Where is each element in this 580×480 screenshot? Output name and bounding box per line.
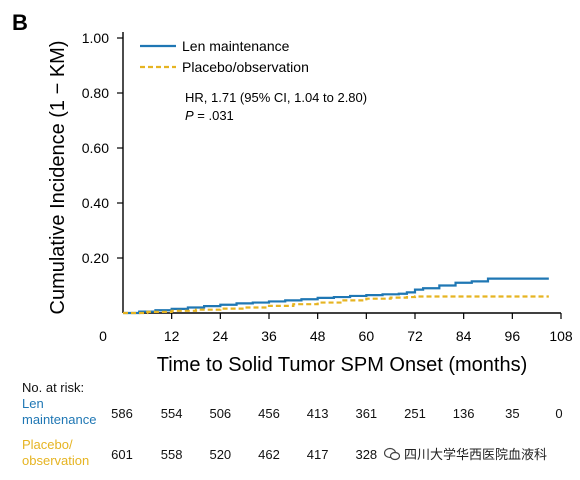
y-tick-label: 1.00 [82, 30, 109, 46]
x-tick-label: 12 [164, 328, 180, 344]
y-axis-title: Cumulative Incidence (1 − KM) [47, 40, 69, 314]
x-tick-label: 108 [549, 328, 573, 344]
at-risk-value: 251 [404, 406, 426, 421]
watermark-text: 四川大学华西医院血液科 [404, 447, 548, 462]
p-label: P [185, 108, 194, 123]
y-tick-label: 0.60 [82, 140, 109, 156]
hr-annotation: HR, 1.71 (95% CI, 1.04 to 2.80) [185, 90, 367, 105]
at-risk-value: 520 [209, 447, 232, 462]
y-tick-label: 0.80 [82, 85, 109, 101]
x-tick-label: 84 [456, 328, 472, 344]
x-axis-title: Time to Solid Tumor SPM Onset (months) [157, 354, 527, 376]
x-tick-label: 24 [213, 328, 229, 344]
at-risk-label-placebo: Placebo/ observation [22, 437, 89, 469]
legend: Len maintenance Placebo/observation [140, 38, 309, 75]
x-tick-label: 0 [99, 328, 107, 344]
watermark: 四川大学华西医院血液科 [384, 444, 547, 463]
legend-label-placebo: Placebo/observation [182, 59, 309, 75]
at-risk-value: 136 [452, 406, 475, 421]
y-axis-title-text: Cumulative Incidence (1 − KM) [47, 40, 69, 314]
at-risk-value: 554 [160, 406, 183, 421]
axis-ticks: 0.20 0.40 0.60 0.80 1.00 0 12 24 36 48 60 72 84 96 108 [82, 30, 573, 344]
at-risk-value: 586 [111, 406, 133, 421]
at-risk-value: 0 [555, 406, 563, 421]
x-tick-label: 36 [261, 328, 277, 344]
at-risk-value: 462 [258, 447, 280, 462]
y-tick-label: 0.40 [82, 195, 109, 211]
at-risk-value: 456 [258, 406, 280, 421]
x-tick-label: 72 [407, 328, 423, 344]
at-risk-value: 558 [160, 447, 183, 462]
annotation: HR, 1.71 (95% CI, 1.04 to 2.80) P = .031 [185, 90, 367, 123]
panel-label: B [12, 10, 28, 35]
at-risk-value: 601 [111, 447, 133, 462]
y-tick-label: 0.20 [82, 250, 109, 266]
at-risk-value: 417 [306, 447, 329, 462]
at-risk-label-line2: maintenance [22, 412, 97, 427]
x-tick-label: 60 [359, 328, 375, 344]
series-line-placebo [123, 295, 549, 315]
at-risk-header: No. at risk: [22, 380, 85, 395]
at-risk-label-len: Len maintenance [22, 396, 96, 428]
x-tick-label: 48 [310, 328, 326, 344]
p-value: = .031 [194, 108, 234, 123]
at-risk-row-len: Len maintenance 586 554 506 456 413 361 251 136… [0, 396, 580, 436]
at-risk-row-placebo: Placebo/ observation 601 558 520 462 417 328 [0, 437, 580, 477]
at-risk-value: 35 [505, 406, 520, 421]
at-risk-value: 506 [209, 406, 232, 421]
legend-label-len: Len maintenance [182, 38, 290, 54]
wechat-icon [384, 447, 400, 460]
at-risk-label-line2: observation [22, 453, 90, 468]
x-tick-label: 96 [505, 328, 521, 344]
at-risk-label-line1: Placebo/ [22, 437, 73, 452]
series-lines [123, 277, 549, 315]
at-risk-value: 328 [355, 447, 378, 462]
at-risk-value: 361 [355, 406, 378, 421]
p-annotation: P = .031 [185, 108, 234, 123]
axes [122, 32, 561, 314]
at-risk-label-line1: Len [22, 396, 44, 411]
at-risk-value: 413 [306, 406, 329, 421]
series-line-len [123, 277, 549, 315]
